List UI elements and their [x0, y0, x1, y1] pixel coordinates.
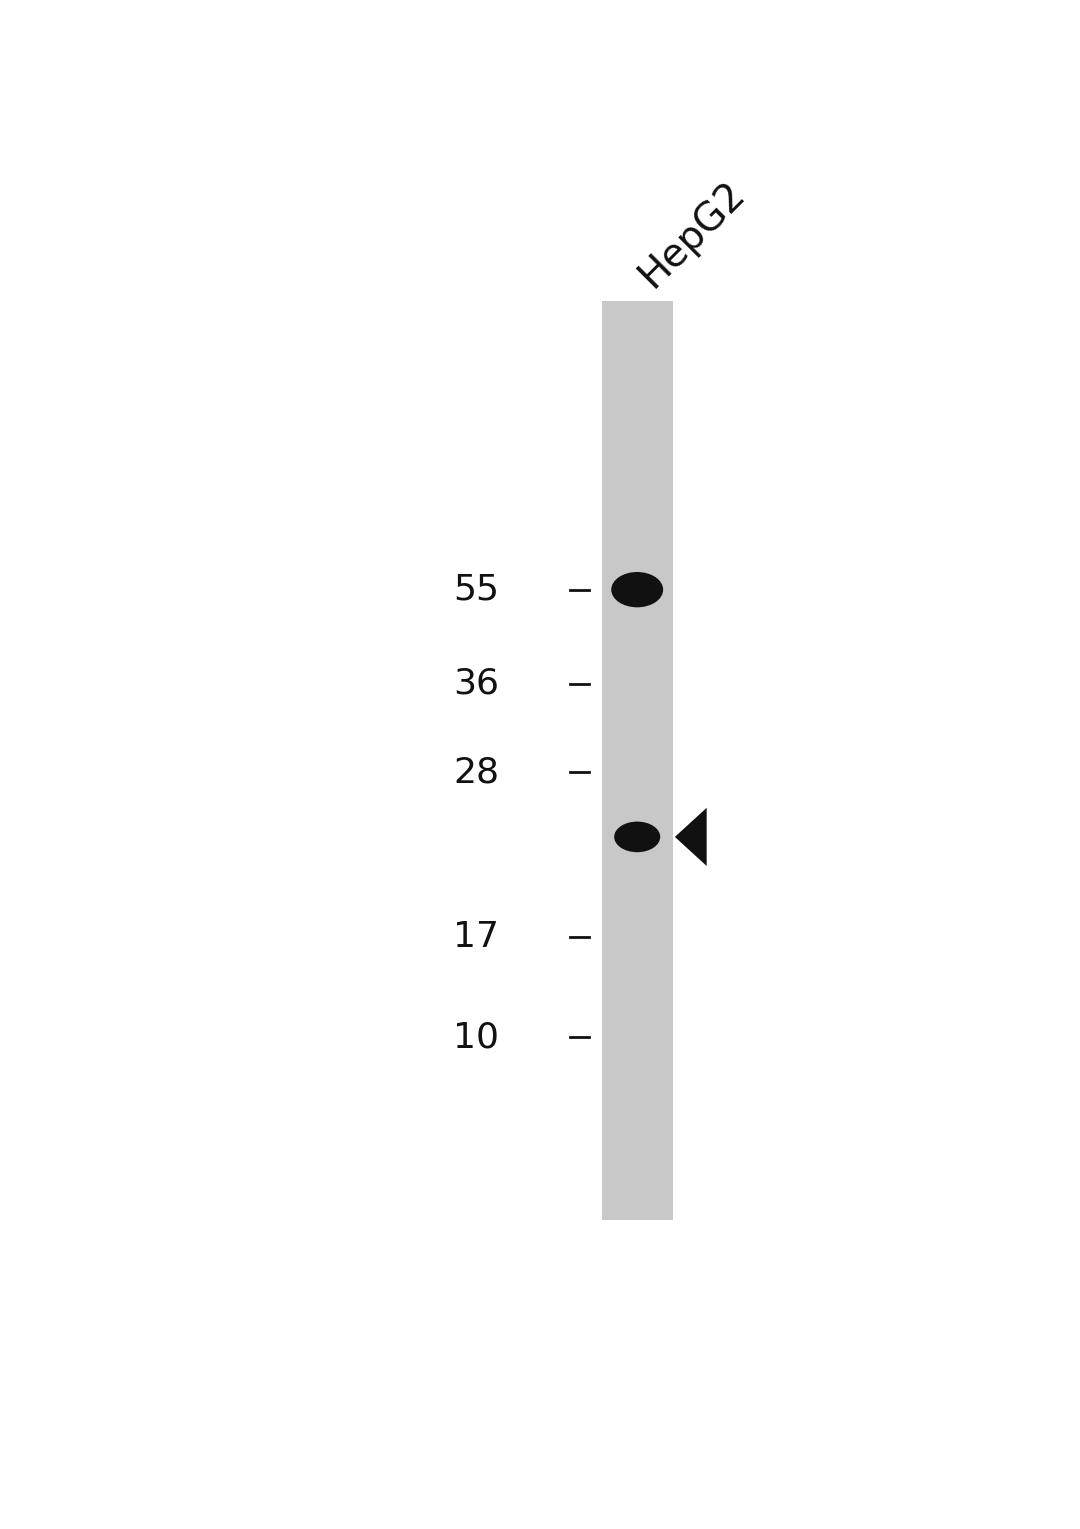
Text: 17: 17 [454, 920, 499, 954]
Bar [602, 301, 673, 1220]
Text: 28: 28 [453, 755, 499, 789]
Polygon shape [675, 807, 706, 865]
Ellipse shape [611, 572, 663, 607]
Text: 36: 36 [454, 667, 499, 700]
Text: HepG2: HepG2 [631, 174, 752, 295]
Text: 10: 10 [454, 1020, 499, 1053]
Text: 55: 55 [454, 573, 499, 607]
Ellipse shape [615, 821, 660, 852]
